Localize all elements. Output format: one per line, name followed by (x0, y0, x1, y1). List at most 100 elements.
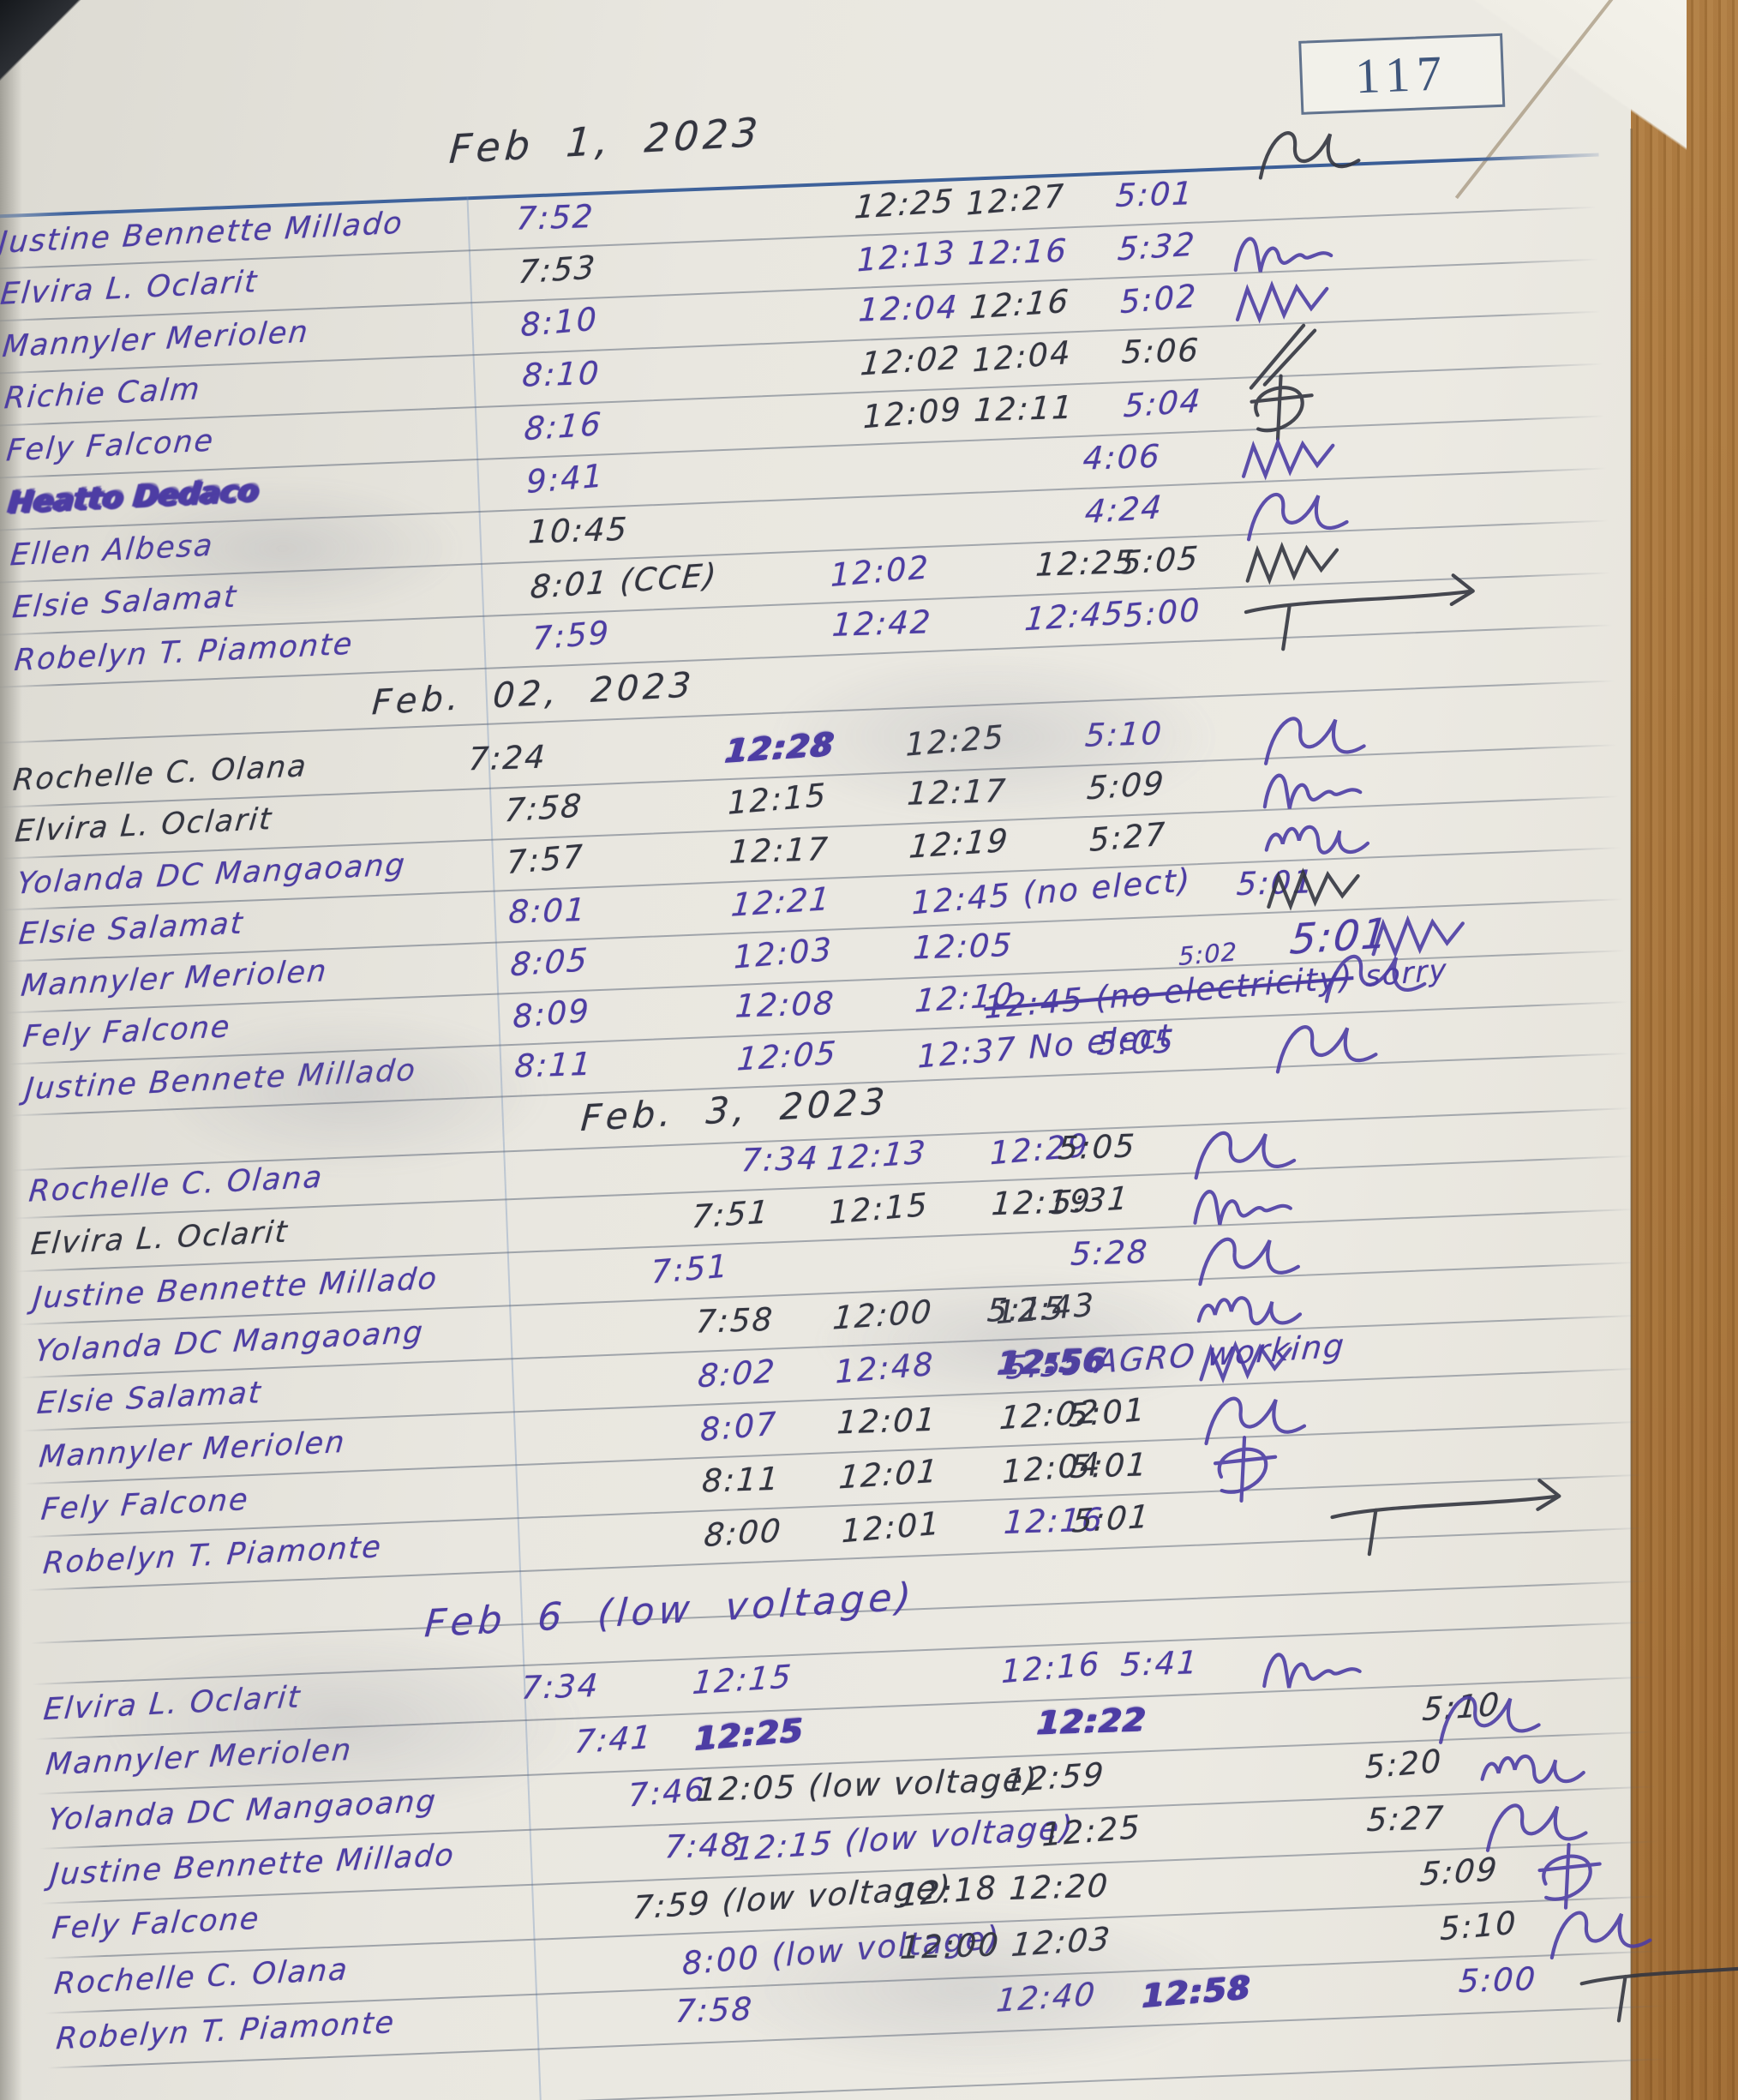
employee-name: Yolanda DC Mangaoang (33, 1315, 426, 1370)
signature-mark (1234, 371, 1333, 449)
time-entry: 5:02 (1119, 277, 1198, 321)
employee-name: Rochelle C. Olana (52, 1953, 351, 2002)
employee-name: Robelyn T. Piamonte (13, 627, 356, 679)
employee-name: Richie Calm (3, 372, 203, 417)
signature-mark (1191, 1272, 1317, 1351)
time-entry: 12:25 (853, 182, 956, 226)
page-number-box: 117 (1298, 33, 1506, 115)
time-entry: 12:25 (694, 1711, 805, 1758)
page-corner-fold (1464, 0, 1687, 171)
binding-corner (0, 0, 81, 81)
time-entry: 12:16 (1000, 1645, 1101, 1691)
time-entry: 12:05 (912, 926, 1015, 967)
signature-mark (1250, 113, 1376, 192)
signature-mark (1522, 1839, 1621, 1917)
time-entry: 12:02 (859, 339, 962, 383)
time-entry: 5:04 (1122, 382, 1204, 425)
time-entry: 8:01 (CCE) (529, 556, 720, 606)
time-entry: 12:11 (973, 388, 1076, 429)
employee-name: Robelyn T. Piamonte (41, 1530, 384, 1581)
time-entry: 8:16 (522, 405, 604, 448)
time-entry: 7:57 (506, 837, 585, 882)
employee-name: Yolanda DC Mangaoang (15, 848, 408, 902)
time-entry: 12:04 (971, 333, 1072, 380)
employee-name: Mannyler Meriolen (37, 1425, 348, 1475)
time-entry: 12:04 (857, 288, 960, 329)
time-entry: 7:24 (467, 738, 548, 778)
ruled-line (22, 1367, 1641, 1432)
ruled-line (0, 415, 1605, 480)
signature-mark (1198, 1432, 1297, 1510)
time-entry: 5:05 (1119, 539, 1202, 582)
time-entry: 12:01 (837, 1452, 941, 1497)
employee-name: Justine Bennette Millado (31, 1261, 440, 1317)
time-entry: 12:15 (691, 1658, 794, 1702)
bleed-through-smudge (814, 1269, 1226, 1414)
time-entry: 12:13 (856, 233, 957, 279)
signature-mark (1262, 853, 1387, 932)
time-entry: 5:31 (1050, 1179, 1131, 1222)
signature-mark (1190, 1219, 1315, 1298)
employee-name: Mannyler Meriolen (1, 315, 311, 365)
employee-name: Rochelle C. Olana (11, 748, 309, 799)
signature-mark (1475, 1731, 1601, 1809)
time-entry: 7:52 (515, 197, 596, 237)
time-entry: 12:25 (1041, 1808, 1142, 1854)
bleed-through-smudge (154, 1011, 548, 1174)
time-entry: 8:05 (508, 941, 590, 984)
left-binding-shadow (0, 0, 22, 2100)
signature-mark (1228, 213, 1354, 292)
employee-name: Elsie Salamat (17, 906, 246, 952)
time-entry: 7:58 (503, 787, 584, 830)
time-entry: 5:01 (1114, 174, 1196, 214)
employee-name: Rochelle C. Olana (27, 1160, 325, 1209)
time-entry: 5:27 (1088, 815, 1167, 860)
bleed-through-smudge (703, 1903, 1234, 2074)
signature-mark (1240, 526, 1366, 605)
time-entry: 12:01 (836, 1401, 938, 1442)
employee-name: Elvira L. Oclarit (13, 801, 274, 849)
time-entry: 7:48 (663, 1826, 744, 1866)
time-entry: 12:13 (824, 1133, 929, 1178)
time-entry: 8:07 (699, 1405, 779, 1449)
time-entry: 12:15 (829, 1185, 929, 1232)
time-entry: 8:01 (507, 891, 588, 931)
signature-mark (1366, 900, 1492, 979)
signature-mark (1188, 1166, 1314, 1245)
time-entry: 12:08 (734, 984, 836, 1025)
time-entry: 12:01 (841, 1504, 942, 1551)
employee-name: Justine Bennette Millado (48, 1838, 457, 1893)
time-entry: 8:10 (521, 354, 602, 394)
employee-name: Justine Bennette Millado (0, 206, 405, 261)
time-entry: 5:00 (1123, 591, 1202, 635)
signature-mark (1196, 1378, 1321, 1457)
signature-mark (1238, 474, 1364, 553)
signature-mark (1477, 1785, 1603, 1864)
time-entry: 5:05 (1057, 1127, 1137, 1167)
time-entry: 8:10 (519, 300, 599, 345)
time-entry: 12:16 (967, 231, 1070, 273)
bleed-through-smudge (103, 480, 463, 617)
time-entry: 5:05 (1095, 1023, 1177, 1063)
time-entry: 12:42 (830, 603, 933, 644)
time-entry: 12:45 (1022, 594, 1127, 639)
signature-mark (1242, 561, 1519, 651)
time-entry: 12:22 (1036, 1701, 1148, 1742)
date-header: Feb 6 (low voltage) (423, 1575, 917, 1647)
signature-mark (1578, 1932, 1738, 2023)
time-entry: 12:27 (965, 177, 1066, 223)
signature-mark (1256, 1629, 1382, 1708)
signature-mark (1259, 801, 1385, 880)
page-edge-line (1630, 129, 1633, 2100)
signature-mark (1185, 1113, 1311, 1191)
employee-name: Fely Falcone (50, 1901, 262, 1947)
time-entry: 7:46 (627, 1770, 707, 1815)
time-entry: 7:51 (650, 1247, 729, 1292)
time-entry: 12:19 (907, 821, 1011, 866)
time-entry: 9:41 (526, 457, 605, 501)
employee-name: Elvira L. Oclarit (29, 1215, 291, 1263)
time-entry: 7:41 (572, 1718, 655, 1761)
employee-name: Fely Falcone (39, 1482, 251, 1527)
